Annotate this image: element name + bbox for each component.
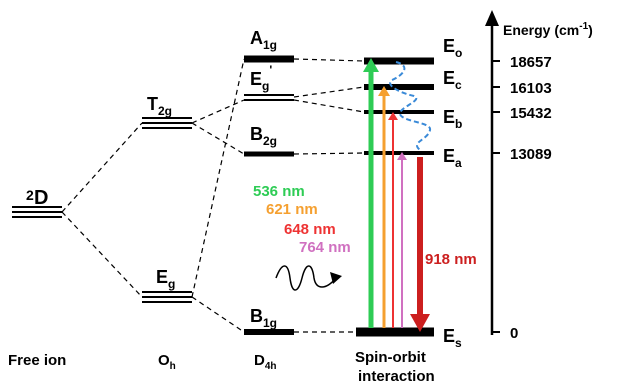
tick-13089: 13089 <box>510 146 552 163</box>
arrow-918nm-emission <box>410 157 430 332</box>
energy-axis-title: Energy (cm-1) <box>503 21 593 38</box>
tick-15432: 15432 <box>510 105 552 122</box>
d4h-eg-level <box>244 94 294 101</box>
oh-t2g-level <box>142 117 192 129</box>
column-free-ion: Free ion <box>8 352 66 369</box>
label-648nm: 648 nm <box>284 221 336 238</box>
oh-t2g-label: T2g <box>147 94 172 118</box>
arrow-621nm <box>378 86 390 328</box>
correlation-lines <box>61 58 365 333</box>
so-es-label: Es <box>443 326 462 350</box>
label-764nm: 764 nm <box>299 239 351 256</box>
photon-wave-icon <box>275 265 342 291</box>
arrow-764nm <box>397 152 407 328</box>
oh-eg-level <box>142 291 192 303</box>
column-spin-orbit-line2: interaction <box>358 368 435 385</box>
d4h-a1g-label: A1g <box>250 28 277 52</box>
d4h-eg-label: Eg' <box>250 63 272 93</box>
d4h-b2g-label: B2g <box>250 124 277 148</box>
oh-eg-label: Eg <box>156 267 175 291</box>
column-oh: Oh <box>158 352 176 372</box>
d4h-b1g-label: B1g <box>250 306 277 330</box>
column-d4h: D4h <box>254 352 277 372</box>
free-ion-2d-sup: 2 <box>26 187 34 203</box>
free-ion-2d-level <box>12 206 62 218</box>
label-918nm: 918 nm <box>425 251 477 268</box>
relaxation-wavy-line <box>389 61 431 151</box>
free-ion-2d-label: D <box>34 187 48 209</box>
so-ec-label: Ec <box>443 68 462 92</box>
label-621nm: 621 nm <box>266 201 318 218</box>
arrow-536nm <box>363 58 379 328</box>
so-eb-label: Eb <box>443 107 462 131</box>
column-spin-orbit-line1: Spin-orbit <box>355 349 426 366</box>
so-ea-label: Ea <box>443 146 462 170</box>
label-536nm: 536 nm <box>253 183 305 200</box>
arrow-648nm <box>388 112 398 328</box>
tick-16103: 16103 <box>510 80 552 97</box>
so-eo-label: Eo <box>443 36 462 60</box>
tick-0: 0 <box>510 325 518 342</box>
energy-axis <box>485 10 500 335</box>
tick-18657: 18657 <box>510 54 552 71</box>
